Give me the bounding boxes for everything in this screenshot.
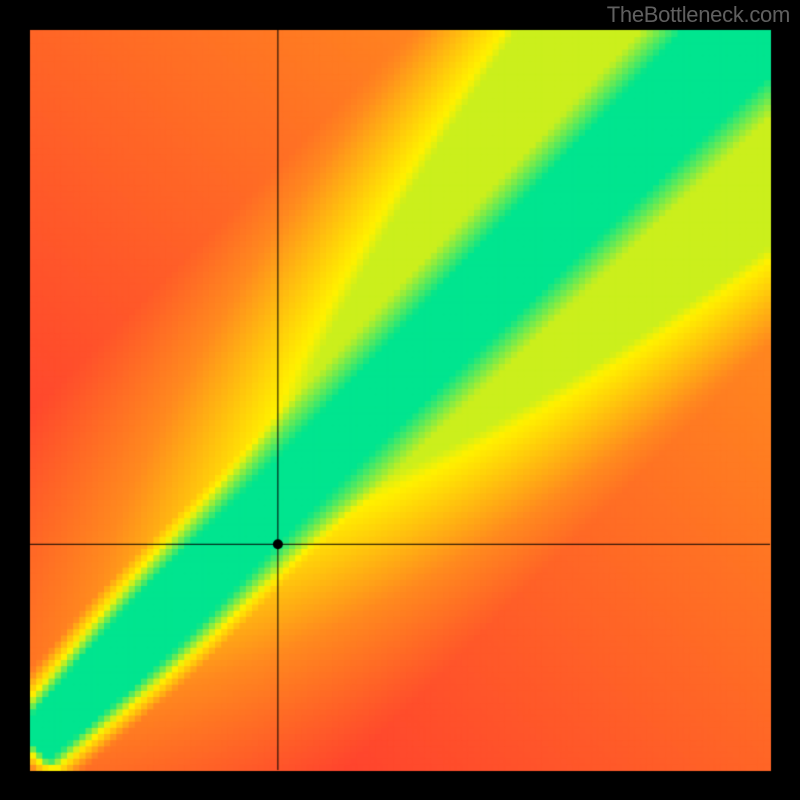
chart-container: TheBottleneck.com	[0, 0, 800, 800]
watermark-text: TheBottleneck.com	[607, 2, 790, 28]
heatmap-canvas	[0, 0, 800, 800]
